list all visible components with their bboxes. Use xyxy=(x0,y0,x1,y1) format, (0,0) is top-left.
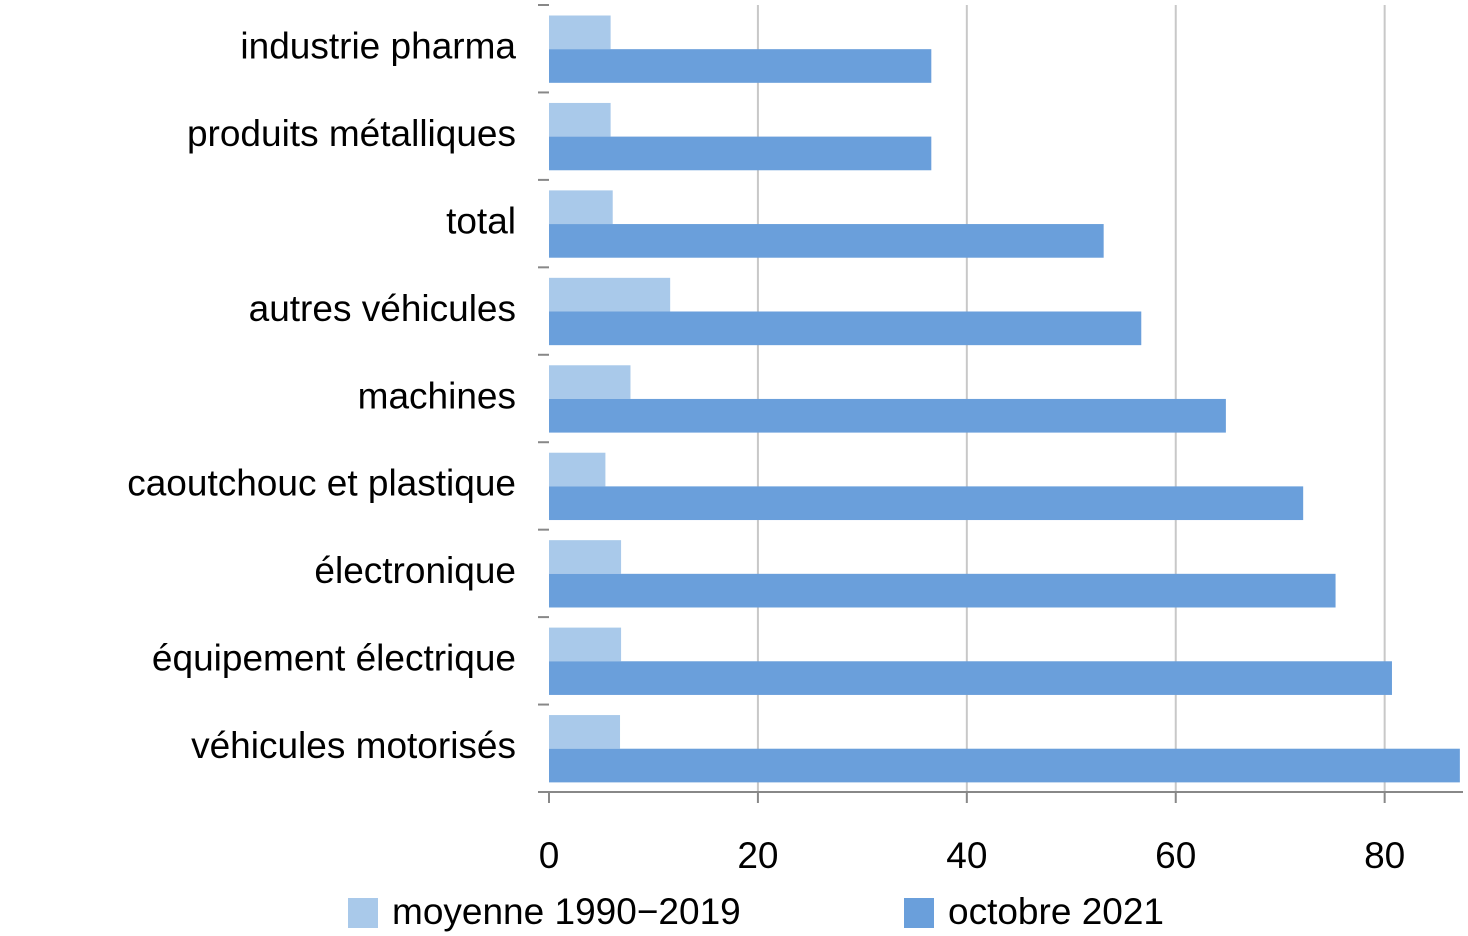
x-tick-label: 20 xyxy=(737,835,778,876)
y-tick-label: machines xyxy=(358,375,516,416)
bar xyxy=(549,398,1226,433)
bar xyxy=(549,661,1392,695)
y-tick-label: caoutchouc et plastique xyxy=(127,463,516,504)
y-tick-label: équipement électrique xyxy=(152,638,516,679)
bar xyxy=(549,486,1304,521)
x-tick-label: 0 xyxy=(539,835,560,876)
y-tick-label: industrie pharma xyxy=(240,26,516,67)
bar xyxy=(549,277,671,312)
bar xyxy=(549,190,613,225)
bar xyxy=(549,224,1104,258)
bar xyxy=(549,311,1142,346)
x-tick-label: 60 xyxy=(1155,835,1196,876)
bar xyxy=(549,748,1460,783)
bar xyxy=(549,452,606,487)
y-tick-label: électronique xyxy=(314,550,516,591)
x-tick-label: 80 xyxy=(1364,835,1405,876)
legend-swatch xyxy=(904,898,934,928)
bar xyxy=(549,573,1336,608)
bar xyxy=(549,49,932,83)
bar xyxy=(549,365,631,399)
y-tick-label: produits métalliques xyxy=(187,113,516,154)
bar xyxy=(549,715,621,749)
legend-label: moyenne 1990−2019 xyxy=(392,891,741,932)
bar xyxy=(549,15,611,50)
y-tick-label: total xyxy=(446,200,516,241)
bar xyxy=(549,136,932,171)
y-tick-label: véhicules motorisés xyxy=(191,725,516,766)
bar xyxy=(549,102,611,137)
y-tick-label: autres véhicules xyxy=(249,288,516,329)
x-tick-label: 40 xyxy=(946,835,987,876)
legend-swatch xyxy=(348,898,378,928)
legend-label: octobre 2021 xyxy=(948,891,1164,932)
bar xyxy=(549,540,622,574)
bar xyxy=(549,627,622,662)
